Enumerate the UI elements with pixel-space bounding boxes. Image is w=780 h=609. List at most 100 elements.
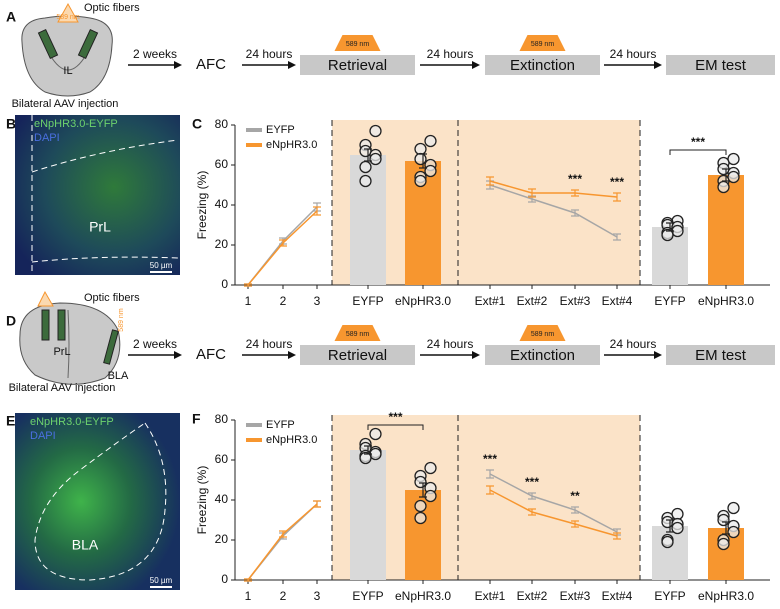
panel-label: E (6, 413, 15, 429)
step-label: EM test (695, 347, 747, 364)
x-tick-label: Ext#2 (517, 589, 548, 603)
data-point (369, 152, 382, 166)
y-tick-label: 20 (215, 532, 229, 546)
data-point (727, 501, 740, 515)
data-point (671, 521, 684, 535)
y-axis-label: Freezing (%) (195, 171, 209, 240)
interval-label: 24 hours (427, 47, 474, 61)
y-tick-label: 0 (221, 572, 228, 586)
data-point (369, 427, 382, 441)
y-tick-label: 80 (215, 117, 229, 131)
label: IL (63, 65, 72, 77)
data-point (414, 511, 427, 525)
arrow-head (654, 351, 662, 359)
error-bar (313, 206, 321, 216)
label: eNpHR3.0-EYFP (30, 416, 114, 428)
interval-label: 2 weeks (133, 337, 177, 351)
label: PrL (53, 346, 70, 358)
error-bar (571, 520, 579, 528)
x-tick-label: Ext#3 (560, 589, 591, 603)
y-axis-label: Freezing (%) (195, 466, 209, 535)
error-bar (613, 192, 621, 202)
significance: ** (570, 489, 580, 503)
significance: *** (691, 135, 705, 149)
x-tick-label: EYFP (352, 589, 383, 603)
line (489, 489, 618, 537)
label: 50 µm (150, 261, 173, 270)
light-icon (519, 325, 566, 341)
x-tick-label: Ext#3 (560, 294, 591, 308)
x-tick-label: eNpHR3.0 (698, 589, 754, 603)
label: eNpHR3.0-EYFP (34, 118, 118, 130)
data-point (369, 124, 382, 138)
step-box (485, 345, 600, 365)
step-box (485, 55, 600, 75)
interval-label: 24 hours (427, 337, 474, 351)
error-bar (613, 532, 621, 540)
panel-label: F (192, 411, 201, 427)
light-label: 589 nm (346, 331, 370, 338)
light-icon (519, 35, 566, 51)
error-bar (613, 233, 621, 241)
label: Bilateral AAV injection (12, 98, 119, 110)
error-bar (722, 521, 730, 535)
x-tick-label: 2 (280, 589, 287, 603)
significance: *** (525, 475, 539, 489)
error-bar (279, 530, 287, 538)
step-label: AFC (196, 346, 226, 363)
error-bar (528, 492, 536, 500)
data-point (727, 152, 740, 166)
light-icon (334, 35, 381, 51)
step-box (666, 345, 775, 365)
brain-schematic (21, 2, 113, 97)
legend-label: EYFP (266, 124, 295, 136)
significance: *** (483, 452, 497, 466)
label: PrL (89, 219, 111, 235)
significance: *** (568, 172, 582, 186)
label: 589 nm (118, 308, 125, 332)
label: DAPI (30, 430, 56, 442)
x-tick-label: eNpHR3.0 (698, 294, 754, 308)
line (489, 473, 618, 533)
x-tick-label: EYFP (654, 589, 685, 603)
arrow-head (174, 351, 182, 359)
y-tick-label: 60 (215, 157, 229, 171)
data-point (727, 525, 740, 539)
step-box (666, 55, 775, 75)
error-bar (244, 578, 252, 582)
error-bar (666, 519, 674, 533)
step-label: Retrieval (328, 57, 387, 74)
light-shading (458, 120, 640, 285)
micrograph (15, 115, 180, 275)
error-bar (571, 506, 579, 514)
error-bar (279, 239, 287, 247)
data-point (661, 515, 674, 529)
step-box (300, 55, 415, 75)
x-tick-label: eNpHR3.0 (395, 294, 451, 308)
error-bar (528, 188, 536, 198)
data-point (717, 180, 730, 194)
data-point (717, 513, 730, 527)
line (247, 503, 318, 581)
bracket (669, 149, 727, 155)
y-tick-label: 60 (215, 452, 229, 466)
light-shading (458, 415, 640, 580)
data-point (359, 451, 372, 465)
x-tick-label: Ext#1 (475, 294, 506, 308)
label: BLA (108, 370, 129, 382)
brain-schematic (19, 290, 121, 385)
y-tick-label: 40 (215, 197, 229, 211)
error-bar (528, 508, 536, 516)
x-tick-label: Ext#4 (602, 589, 633, 603)
data-point (671, 507, 684, 521)
error-bar (722, 168, 730, 182)
x-tick-label: EYFP (654, 294, 685, 308)
x-tick-label: 1 (245, 589, 252, 603)
x-tick-label: EYFP (352, 294, 383, 308)
x-tick-label: 2 (280, 294, 287, 308)
label: 589 nm (56, 14, 80, 21)
x-tick-label: 3 (314, 589, 321, 603)
panel-label: A (6, 9, 16, 25)
step-box (300, 345, 415, 365)
